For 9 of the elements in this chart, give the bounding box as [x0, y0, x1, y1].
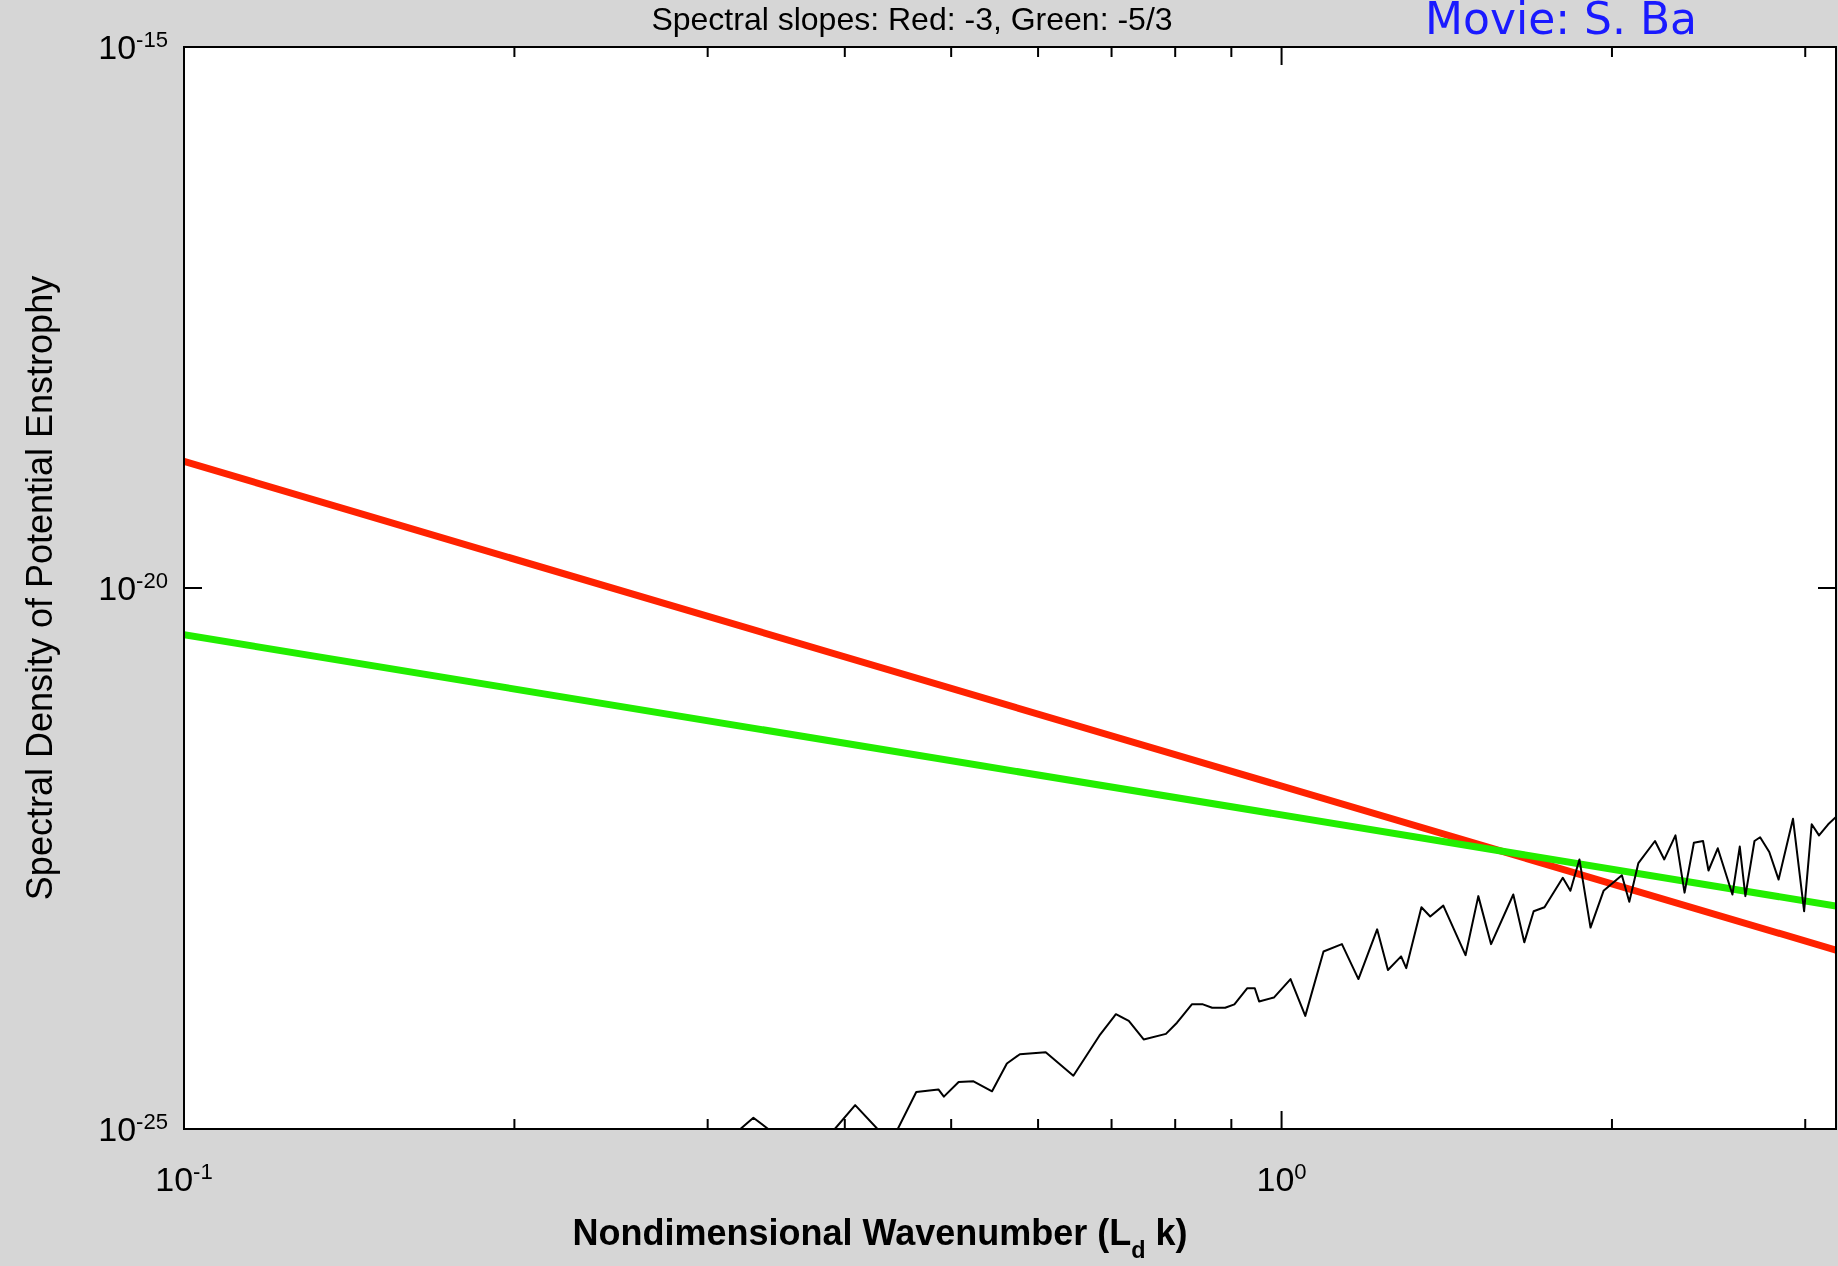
text: Movie: S. Ba — [1425, 0, 1698, 44]
y-axis-title: Spectral Density of Potential Enstrophy — [19, 275, 60, 901]
y-tick-label: 10$^{-25}$ — [98, 1108, 168, 1148]
x-axis-title: Nondimensional Wavenumber (L$_{d}$ k) — [572, 1212, 1188, 1263]
y-tick-label: 10$^{-15}$ — [98, 26, 168, 66]
x-tick-label: 10$^{0}$ — [1256, 1158, 1307, 1198]
y-tick-label: 10$^{-20}$ — [98, 567, 168, 607]
x-tick-label: 10$^{-1}$ — [155, 1158, 213, 1198]
chart-title: Spectral slopes: Red: -3, Green: -5/3 — [651, 1, 1173, 37]
